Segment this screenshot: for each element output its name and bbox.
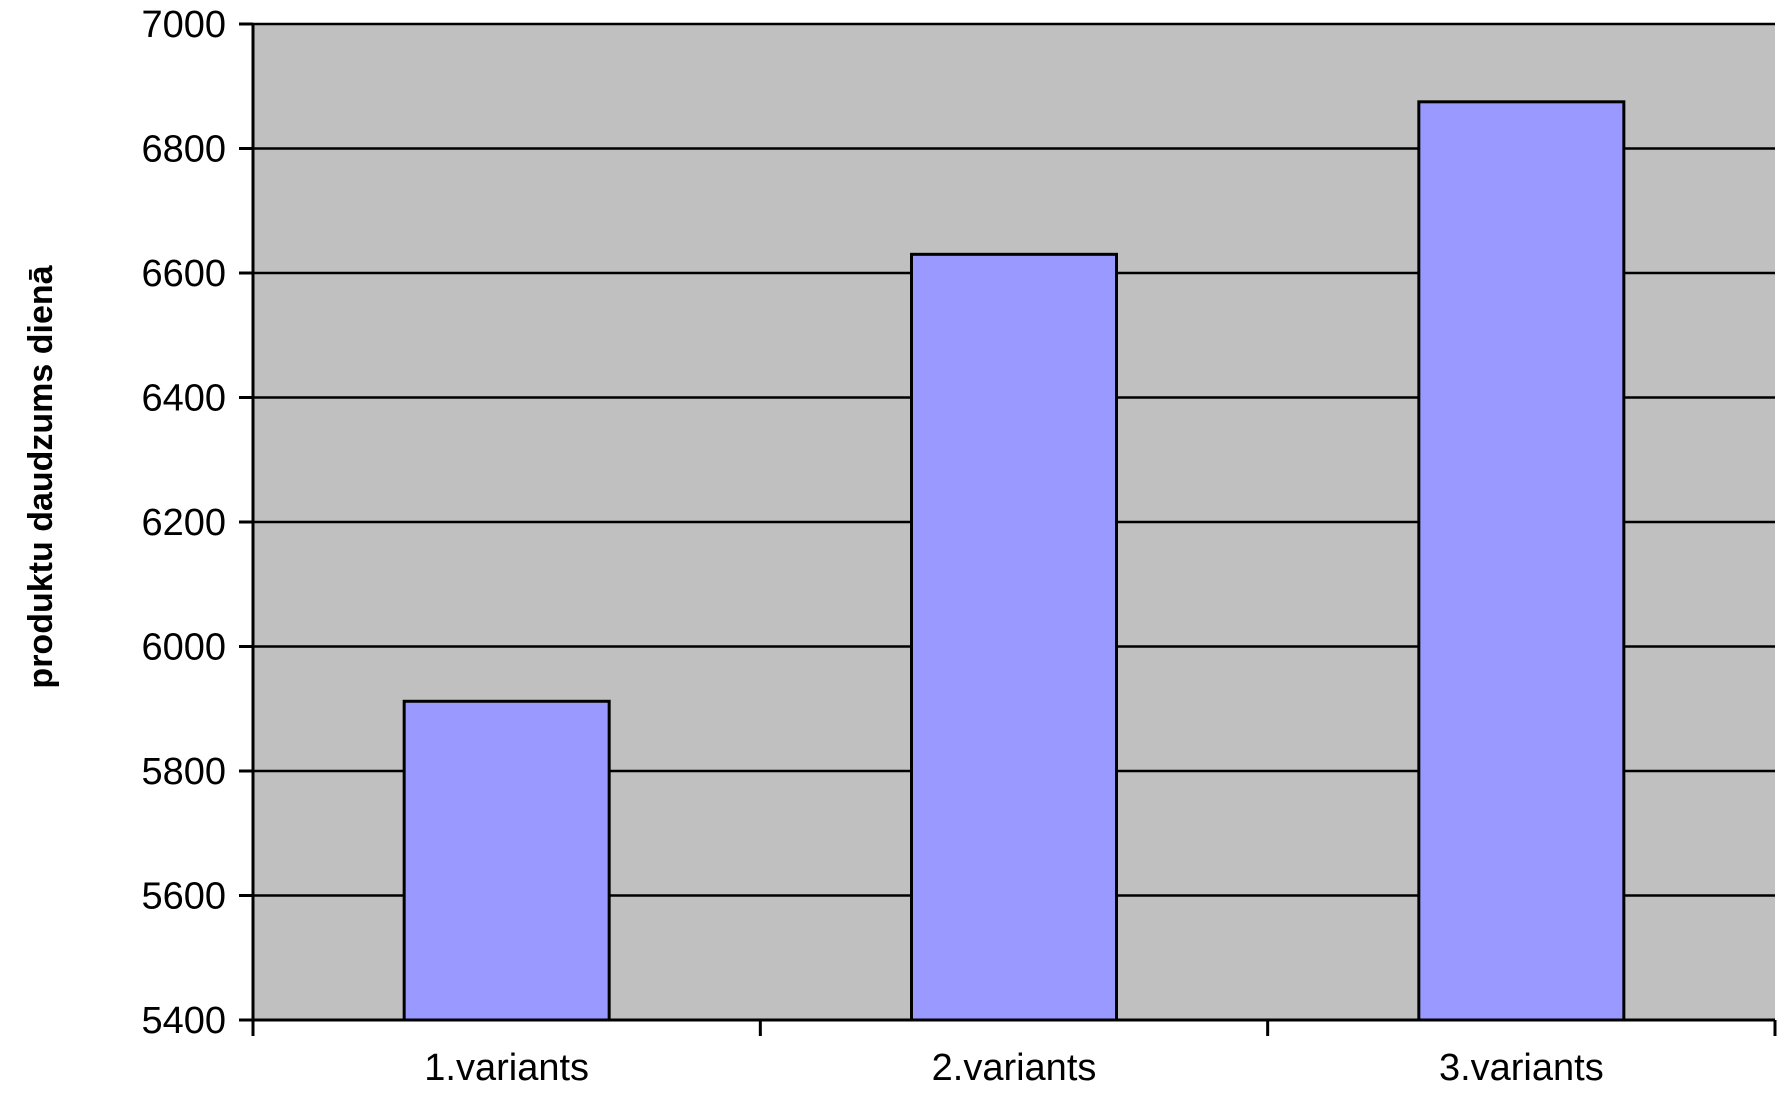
- x-tick-labels: 1.variants 2.variants 3.variants: [424, 1047, 1603, 1089]
- y-tick-label: 6800: [141, 129, 226, 171]
- y-tick-label: 6000: [141, 627, 226, 669]
- y-tick-labels: 5400 5600 5800 6000 6200 6400 6600 6800 7000: [141, 4, 226, 1042]
- y-tick-label: 6200: [141, 502, 226, 544]
- y-tick-label: 6600: [141, 253, 226, 295]
- y-tick-label: 5800: [141, 751, 226, 793]
- axes: [239, 22, 1777, 1036]
- y-axis-title: produktu daudzums dienā: [22, 264, 60, 688]
- x-tick-label: 3.variants: [1439, 1047, 1604, 1089]
- x-tick-label: 1.variants: [424, 1047, 589, 1089]
- x-tick-label: 2.variants: [932, 1047, 1097, 1089]
- bar: [402, 699, 611, 1022]
- y-tick-label: 5400: [141, 1000, 226, 1042]
- bar: [1417, 100, 1626, 1022]
- y-tick-label: 5600: [141, 876, 226, 918]
- y-tick-label: 7000: [141, 4, 226, 46]
- bars: [402, 100, 1626, 1022]
- bar: [910, 252, 1118, 1022]
- y-tick-label: 6400: [141, 378, 226, 420]
